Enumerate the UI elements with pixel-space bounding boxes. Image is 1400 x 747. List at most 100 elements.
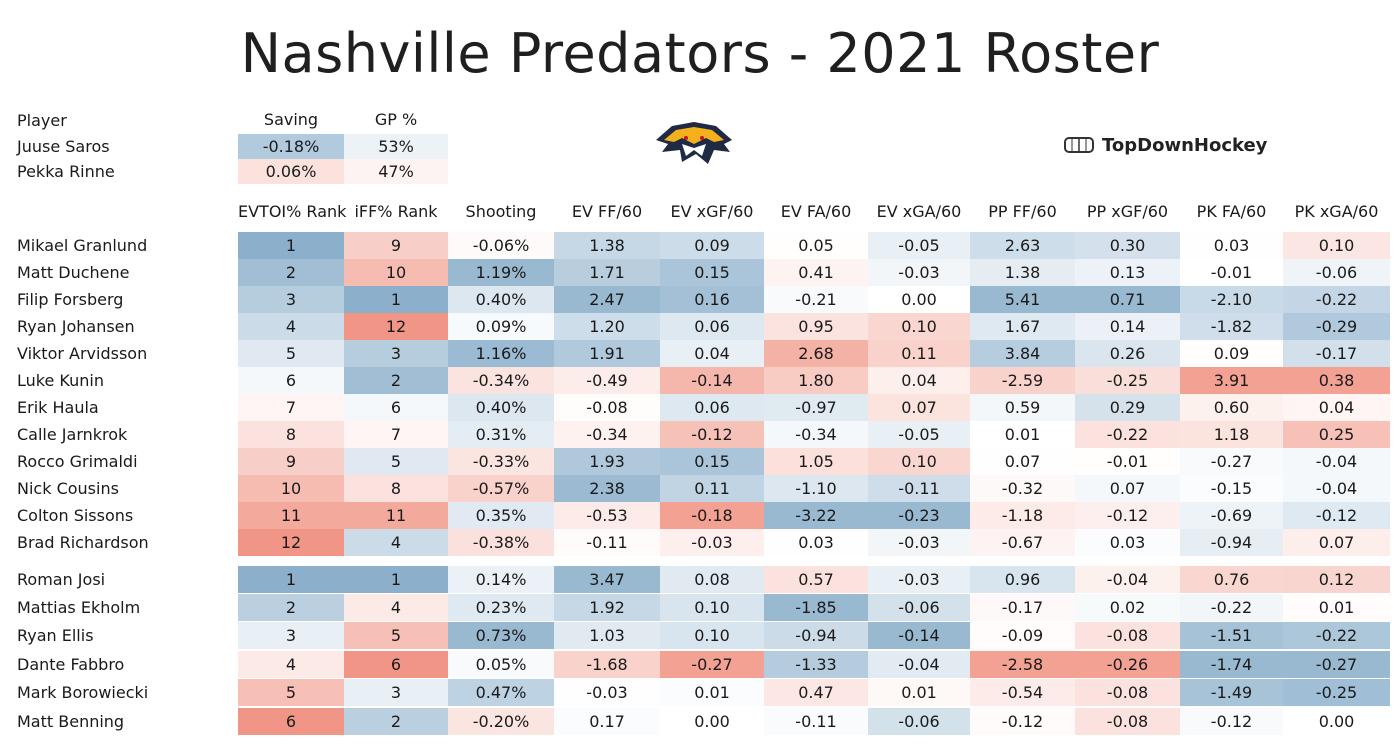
stat-cell: 0.04 [660,340,764,367]
stat-cell: 3 [344,340,448,367]
stat-cell: 0.95 [764,313,868,340]
stat-cell: -0.97 [764,394,868,421]
stat-cell: -1.68 [554,651,660,678]
stat-cell: -0.54 [970,679,1075,706]
stat-cell: -0.04 [1283,475,1390,502]
stat-cell: 0.07 [970,448,1075,475]
stat-cell: -0.25 [1075,367,1180,394]
stat-cell: -0.03 [868,566,970,593]
stat-cell: 0.09 [660,232,764,259]
stat-cell: -0.11 [764,708,868,735]
column-header: EV xGF/60 [670,202,754,221]
goalie-name: Pekka Rinne [17,162,115,181]
stat-cell: 0.14% [448,566,554,593]
stat-cell: 9 [344,232,448,259]
stat-cell: -0.11 [868,475,970,502]
player-name: Colton Sissons [17,506,134,525]
stat-cell: -1.85 [764,594,868,621]
goalie-gp-cell: 53% [344,134,448,159]
stat-cell: 0.06 [660,313,764,340]
player-name: Filip Forsberg [17,290,124,309]
stat-cell: 0.00 [868,286,970,313]
stat-cell: 1.93 [554,448,660,475]
stat-cell: 7 [238,394,344,421]
stat-cell: -0.08 [1075,622,1180,649]
stat-cell: -0.09 [970,622,1075,649]
stat-cell: -0.18 [660,502,764,529]
stat-cell: 0.01 [970,421,1075,448]
brand-name: TopDownHockey [1102,134,1268,156]
player-name: Mattias Ekholm [17,598,141,617]
stat-cell: 1.38 [554,232,660,259]
stat-cell: -0.06 [868,594,970,621]
stat-cell: 0.35% [448,502,554,529]
stat-cell: 0.05% [448,651,554,678]
player-name: Ryan Johansen [17,317,135,336]
stat-cell: 1.80 [764,367,868,394]
stat-cell: -0.34 [554,421,660,448]
stat-cell: 3 [238,622,344,649]
stat-cell: -0.27 [1180,448,1283,475]
player-name: Rocco Grimaldi [17,452,138,471]
stat-cell: 0.15 [660,259,764,286]
stat-cell: 0.10 [868,448,970,475]
stat-cell: 1.38 [970,259,1075,286]
stat-cell: -0.26 [1075,651,1180,678]
stat-cell: 0.57 [764,566,868,593]
stat-cell: -0.22 [1283,622,1390,649]
stat-cell: 0.07 [1075,475,1180,502]
stat-cell: 2.38 [554,475,660,502]
player-name: Matt Duchene [17,263,130,282]
stat-cell: -0.22 [1180,594,1283,621]
brand-logo: TopDownHockey [1064,133,1267,157]
stat-cell: 3.47 [554,566,660,593]
stat-cell: -0.29 [1283,313,1390,340]
stat-cell: 0.07 [1283,529,1390,556]
stat-cell: 9 [238,448,344,475]
player-name: Viktor Arvidsson [17,344,148,363]
stat-cell: 12 [238,529,344,556]
stat-cell: -0.20% [448,708,554,735]
stat-cell: 1.19% [448,259,554,286]
stat-cell: 0.15 [660,448,764,475]
player-name: Ryan Ellis [17,626,94,645]
stat-cell: 5 [238,679,344,706]
stat-cell: -0.12 [660,421,764,448]
stat-cell: -0.23 [868,502,970,529]
stat-cell: -0.27 [660,651,764,678]
rink-icon [1064,137,1094,153]
player-name: Roman Josi [17,570,106,589]
predators-logo-icon [656,122,732,164]
stat-cell: 0.03 [1180,232,1283,259]
stat-cell: -0.22 [1075,421,1180,448]
stat-cell: 5.41 [970,286,1075,313]
stat-cell: 8 [344,475,448,502]
stat-cell: 2.68 [764,340,868,367]
column-header: PK xGA/60 [1294,202,1379,221]
stat-cell: 0.40% [448,286,554,313]
stat-cell: 0.07 [868,394,970,421]
stat-cell: 0.26 [1075,340,1180,367]
player-name: Mikael Granlund [17,236,148,255]
stat-cell: -0.12 [1283,502,1390,529]
stat-cell: -0.03 [660,529,764,556]
goalie-gp-header: GP % [374,110,418,129]
stat-cell: 1.71 [554,259,660,286]
stat-cell: 3.91 [1180,367,1283,394]
stat-cell: 0.10 [1283,232,1390,259]
stat-cell: -0.14 [660,367,764,394]
stat-cell: -0.05 [868,232,970,259]
player-name: Dante Fabbro [17,655,125,674]
stat-cell: 1.18 [1180,421,1283,448]
stat-cell: 5 [344,448,448,475]
stat-cell: 1.91 [554,340,660,367]
stat-cell: 1.03 [554,622,660,649]
stat-cell: -0.14 [868,622,970,649]
stat-cell: 0.05 [764,232,868,259]
player-name: Matt Benning [17,712,125,731]
stat-cell: 0.01 [1283,594,1390,621]
stat-cell: 0.38 [1283,367,1390,394]
stat-cell: 0.29 [1075,394,1180,421]
stat-cell: -0.17 [1283,340,1390,367]
stat-cell: -2.58 [970,651,1075,678]
